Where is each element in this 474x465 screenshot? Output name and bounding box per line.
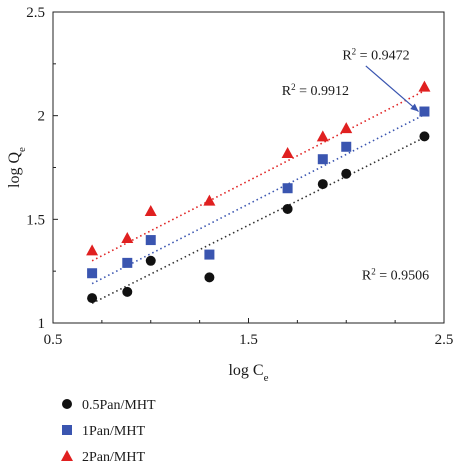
data-point-1pan-mht: [317, 154, 328, 165]
data-point-1pan-mht: [204, 249, 215, 260]
legend-label-0-5pan-mht: 0.5Pan/MHT: [82, 398, 156, 413]
data-point-0-5pan-mht: [341, 168, 352, 179]
r2-label-r2-1pan: R2 = 0.9472: [342, 47, 409, 64]
legend-label-2pan-mht: 2Pan/MHT: [82, 450, 145, 465]
data-point-2pan-mht: [281, 146, 294, 158]
data-point-1pan-mht: [419, 106, 430, 117]
annotation-arrow-shaft: [365, 65, 419, 112]
data-markers: [86, 80, 431, 304]
data-point-1pan-mht: [87, 268, 98, 279]
y-tick-label: 2.5: [26, 5, 45, 21]
data-point-0-5pan-mht: [317, 179, 328, 190]
fit-line-1pan-mht: [91, 113, 425, 285]
legend-marker-1pan-mht: [62, 425, 72, 435]
data-point-2pan-mht: [340, 122, 353, 134]
legend-label-1pan-mht: 1Pan/MHT: [82, 424, 145, 439]
data-point-0-5pan-mht: [87, 293, 98, 304]
data-point-2pan-mht: [203, 194, 216, 206]
annotation-arrow-head: [410, 103, 419, 112]
data-point-2pan-mht: [86, 244, 99, 256]
r2-label-r2-2pan: R2 = 0.9912: [282, 82, 349, 99]
fit-line-0-5pan-mht: [91, 136, 425, 305]
data-point-0-5pan-mht: [122, 286, 133, 297]
fit-lines: [91, 90, 425, 305]
x-axis-title: log Ce: [228, 362, 268, 384]
y-axis-title: log Qe: [6, 147, 28, 188]
data-point-2pan-mht: [144, 205, 157, 217]
x-tick-label: 1.5: [239, 332, 258, 348]
legend-marker-0-5pan-mht: [62, 399, 72, 409]
data-point-0-5pan-mht: [282, 203, 293, 214]
legend: 0.5Pan/MHT 1Pan/MHT 2Pan/MHT: [61, 398, 156, 465]
legend-marker-2pan-mht: [61, 450, 73, 461]
axis-ticks: 0.5 1.5 2.5 1 1.5 2 2.5: [26, 5, 453, 348]
y-tick-label: 2: [38, 109, 46, 125]
fit-line-2pan-mht: [91, 90, 425, 262]
x-tick-label: 0.5: [44, 332, 63, 348]
data-point-0-5pan-mht: [419, 131, 430, 142]
data-point-2pan-mht: [121, 231, 134, 243]
data-point-2pan-mht: [316, 130, 329, 142]
x-tick-label: 2.5: [435, 332, 454, 348]
data-point-0-5pan-mht: [145, 255, 156, 266]
data-point-1pan-mht: [122, 257, 133, 268]
data-point-2pan-mht: [418, 80, 431, 92]
y-tick-label: 1: [38, 316, 46, 332]
data-point-1pan-mht: [145, 235, 156, 246]
y-tick-label: 1.5: [26, 212, 45, 228]
data-point-1pan-mht: [341, 141, 352, 152]
annotations: R2 = 0.9472 R2 = 0.9912 R2 = 0.9506: [282, 47, 429, 284]
r2-label-r2-05pan: R2 = 0.9506: [362, 266, 429, 283]
data-point-1pan-mht: [282, 183, 293, 194]
data-point-0-5pan-mht: [204, 272, 215, 283]
